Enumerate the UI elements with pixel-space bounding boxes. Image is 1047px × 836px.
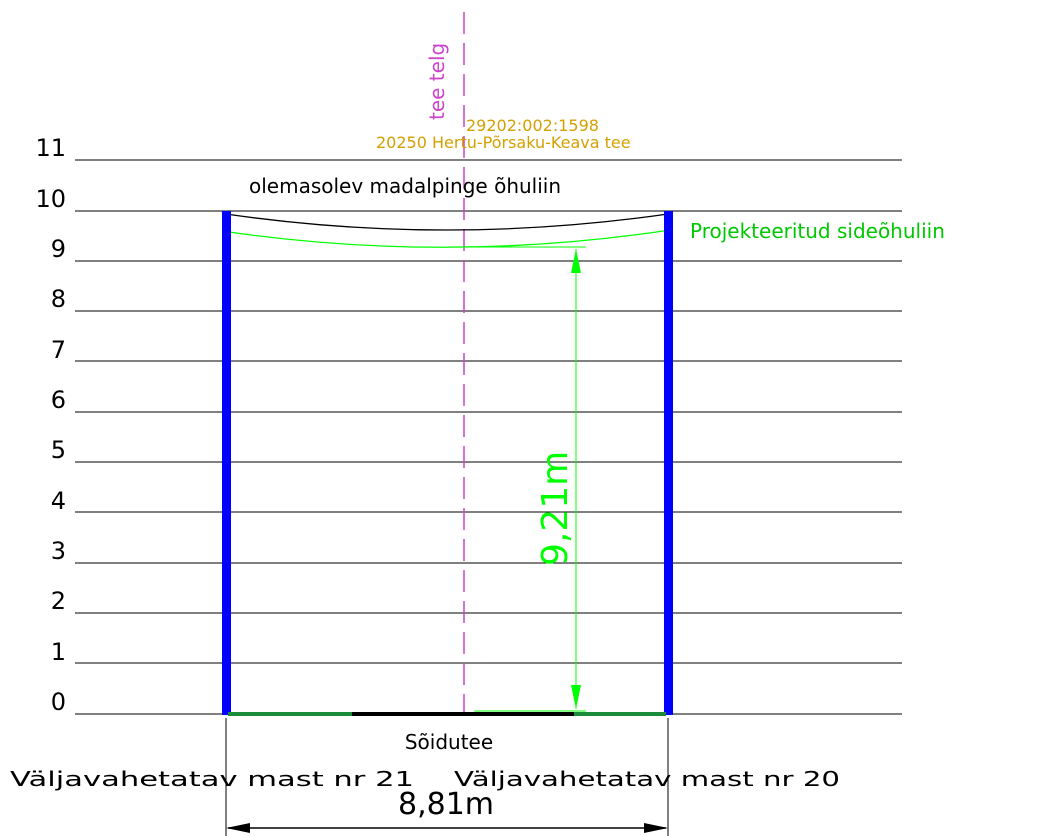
tick-label-11: 11: [35, 134, 66, 162]
span-arrow-right: [644, 823, 668, 833]
span-dimension-label: 8,81m: [398, 787, 494, 822]
mast-right-label: Väljavahetatav mast nr 20: [454, 767, 840, 791]
road-surface-center: [352, 712, 574, 716]
tick-label-9: 9: [51, 235, 66, 263]
tick-label-7: 7: [51, 336, 66, 364]
mast-right: [664, 211, 673, 715]
tick-label-3: 3: [51, 537, 66, 565]
tick-label-10: 10: [35, 185, 66, 213]
projected-line: [221, 229, 671, 248]
tick-label-5: 5: [51, 436, 66, 464]
mast-left-label: Väljavahetatav mast nr 21: [10, 767, 414, 791]
tick-label-0: 0: [51, 688, 66, 716]
parcel-id-label: 29202:002:1598: [466, 116, 599, 135]
tick-label-4: 4: [51, 487, 66, 515]
tick-label-8: 8: [51, 285, 66, 313]
grid-lines: [75, 159, 902, 715]
tick-label-6: 6: [51, 386, 66, 414]
span-arrow-left: [226, 823, 250, 833]
tick-label-2: 2: [51, 587, 66, 615]
road-surface-left: [228, 712, 352, 716]
mast-left: [222, 211, 231, 715]
road-surface-right: [574, 712, 666, 716]
projected-line-label: Projekteeritud sideõhuliin: [690, 219, 945, 243]
height-arrow-top: [571, 249, 581, 273]
existing-line-label: olemasolev madalpinge õhuliin: [249, 174, 561, 198]
road-axis-label: tee telg: [425, 43, 449, 120]
existing-line: [225, 213, 669, 231]
carriageway-label: Sõidutee: [405, 730, 493, 754]
height-dimension-label: 9,21m: [535, 451, 576, 566]
y-axis-ticks: 0 1 2 3 4 5 6 7 8 9 10 11: [35, 134, 66, 716]
height-arrow-bottom: [571, 685, 581, 709]
tick-label-1: 1: [51, 638, 66, 666]
road-name-label: 20250 Hertu-Põrsaku-Keava tee: [376, 133, 631, 152]
